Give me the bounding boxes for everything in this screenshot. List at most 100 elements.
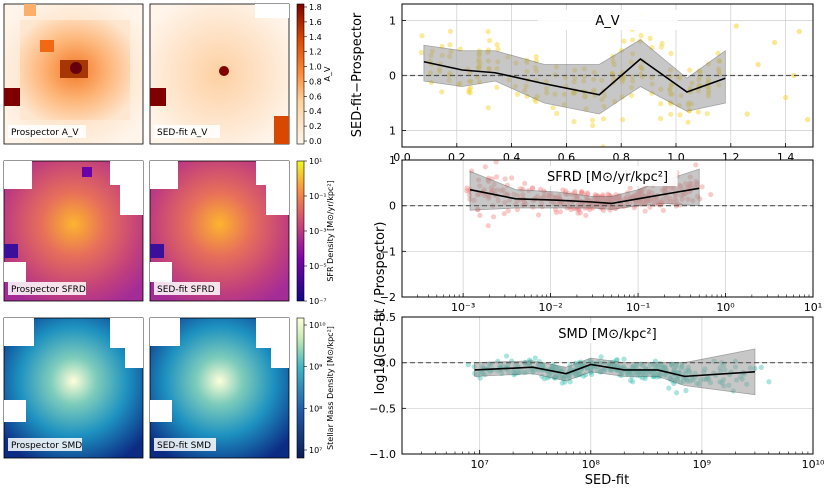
av-point	[485, 29, 491, 35]
colorbar-av-tick-label-2: 1.4	[309, 33, 322, 42]
sfrd-point	[482, 164, 488, 170]
sfrd-point	[535, 212, 542, 218]
smd-point	[465, 362, 471, 368]
map-sedfit-smd	[149, 317, 290, 459]
av-point	[659, 40, 665, 47]
av-title-bg	[537, 10, 678, 30]
av-point	[467, 85, 474, 91]
smd-ytick-label-3: −1.0	[369, 448, 396, 461]
av-point	[695, 109, 701, 115]
colorbar-av-tick-label-1: 1.6	[309, 18, 322, 27]
av-point	[589, 117, 596, 123]
sfrd-point	[477, 212, 483, 219]
colorbar-av-tick-label-5: 0.8	[309, 77, 322, 86]
smd-point	[541, 376, 547, 382]
sfrd-ytick-label-1: 0	[389, 200, 396, 213]
colorbar-smd-tick-label-3: 10⁷	[309, 446, 322, 455]
av-point	[685, 119, 691, 125]
colorbar-av-tick-label-9: 0.0	[309, 137, 322, 146]
smd-point	[559, 380, 565, 386]
sfrd-point	[505, 208, 511, 214]
av-point	[658, 101, 664, 107]
av-frame	[401, 3, 814, 148]
colorbar-av-tick-label-7: 0.4	[309, 107, 322, 116]
xlabel: SED-fit	[585, 473, 629, 488]
smd-point	[629, 379, 636, 385]
sfrd-point	[660, 207, 666, 214]
av-scatter-band	[423, 39, 726, 115]
smd-point	[758, 364, 764, 370]
av-point	[677, 112, 683, 118]
sfrd-point	[553, 209, 559, 216]
av-point	[486, 37, 493, 44]
sfrd-frame	[401, 159, 814, 298]
colorbar-sfrd: 10¹ 10⁻¹ 10⁻³ 10⁻⁵ 10⁻⁷ SFR Density [M⊙/yr/k…	[296, 157, 335, 306]
smd-scatter-band	[474, 348, 756, 396]
sfrd-point	[577, 210, 583, 216]
map-label-prospector-sfrd: Prospector SFRD	[11, 285, 86, 295]
av-point	[514, 91, 521, 97]
colorbar-sfrd-label: SFR Density [M⊙/yr/kpc²]	[326, 180, 335, 281]
av-point	[494, 41, 500, 48]
colorbar-av-tick-label-6: 0.6	[309, 92, 322, 101]
smd-xtick-label-3: 10¹⁰	[802, 458, 825, 471]
av-point	[590, 122, 596, 129]
smd-xtick-label-1: 10⁸	[582, 458, 601, 471]
sfrd-point	[464, 185, 470, 191]
sfrd-point	[485, 223, 491, 229]
av-point	[447, 28, 453, 34]
av-point	[571, 119, 577, 125]
colorbar-sfrd-tick-label-2: 10⁻³	[309, 227, 327, 236]
smd-point	[683, 387, 689, 394]
smd-ytick-label-0: 0.5	[379, 311, 397, 324]
sfrd-point	[605, 191, 611, 197]
av-outlier-point	[755, 61, 761, 68]
map-label-prospector-av: Prospector A_V	[11, 128, 79, 138]
av-point	[629, 37, 636, 43]
av-point	[495, 46, 501, 52]
av-ytick-label-2: 1	[389, 125, 396, 138]
sfrd-point	[522, 180, 528, 187]
smd-point	[503, 353, 510, 359]
smd-point	[614, 357, 620, 363]
sfrd-xtick-label-4: 10¹	[804, 301, 822, 314]
smd-median-line	[474, 363, 755, 378]
smd-point	[567, 379, 573, 385]
av-point	[447, 42, 453, 48]
av-outlier-point	[772, 39, 778, 46]
sfrd-point	[502, 176, 508, 182]
smd-point	[666, 385, 672, 391]
smd-frame	[401, 316, 814, 455]
av-point	[668, 111, 674, 117]
av-ytick-label-0: 1	[389, 15, 396, 28]
av-data-layer	[402, 12, 813, 147]
colorbar-av-tick-label-0: 1.8	[309, 3, 322, 12]
smd-point	[673, 390, 680, 396]
chart-smd: 10⁷ 10⁸ 10⁹ 10¹⁰ 0.5 0.0 −0.5 −1.0 SMD [M⊙/kpc²]	[369, 311, 825, 471]
sfrd-point	[560, 187, 566, 193]
colorbar-av: 1.8 1.6 1.4 1.2 1.0 0.8 0.6 0.4 0.2 0.0 A_V	[296, 3, 332, 146]
colorbar-av-label: A_V	[323, 66, 332, 81]
sfrd-point	[578, 190, 585, 196]
av-point	[467, 90, 473, 96]
map-sedfit-sfrd	[149, 160, 290, 302]
av-point	[533, 54, 539, 60]
av-outlier-point	[733, 23, 739, 29]
sfrd-point	[490, 214, 497, 220]
sfrd-point	[693, 162, 699, 168]
map-prospector-smd	[3, 317, 144, 459]
smd-point	[628, 377, 634, 384]
av-outlier-point	[783, 94, 789, 101]
av-ytick-label-1: 0	[389, 70, 396, 83]
av-point	[628, 92, 634, 99]
colorbar-sfrd-tick-label-3: 10⁻⁵	[309, 262, 327, 271]
sfrd-point	[592, 192, 598, 198]
av-point	[466, 89, 472, 95]
sfrd-point	[514, 207, 521, 213]
smd-ytick-label-1: 0.0	[379, 357, 397, 370]
av-point	[419, 33, 425, 39]
ylabel-top: SED-fit−Prospector	[350, 12, 365, 137]
av-point	[533, 99, 539, 105]
